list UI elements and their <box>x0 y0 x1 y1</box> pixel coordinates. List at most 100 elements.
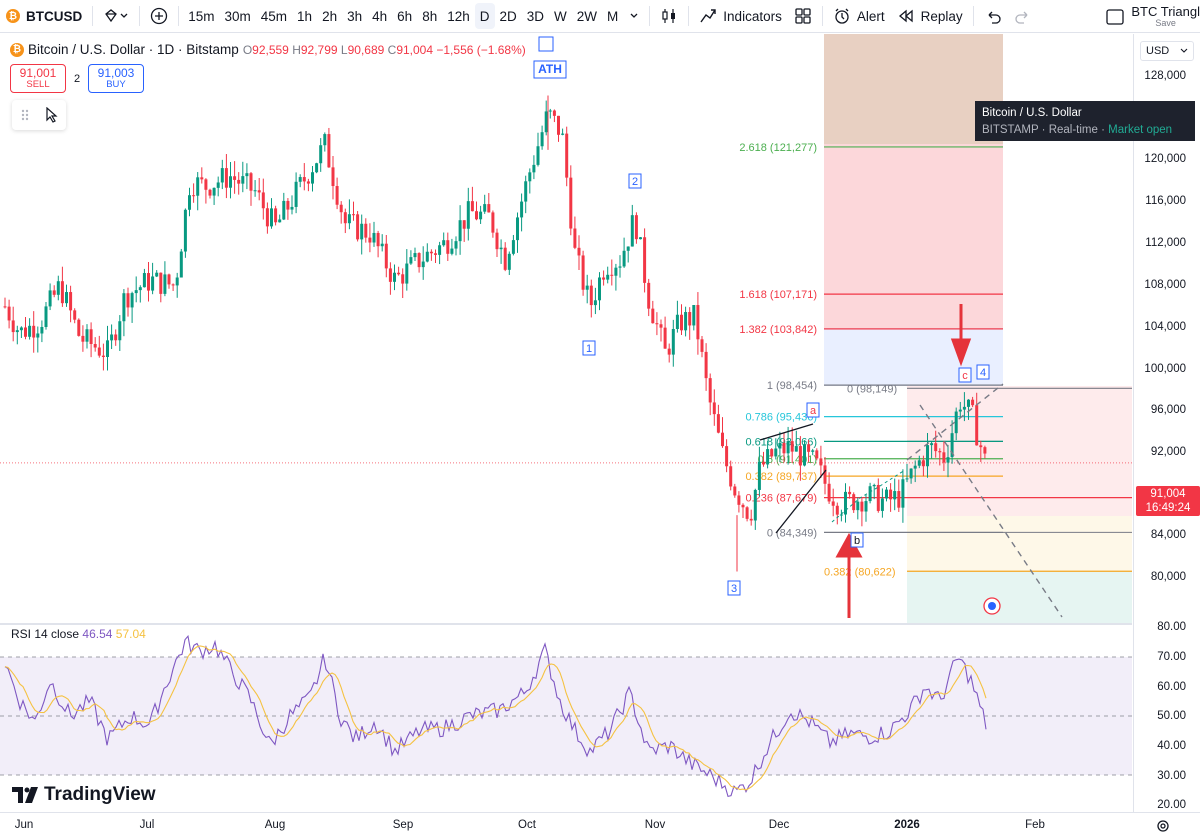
candle-body <box>872 484 876 487</box>
candle-body <box>241 176 245 184</box>
candle-body <box>229 176 232 188</box>
candle-body <box>581 255 585 290</box>
layout-switcher[interactable]: BTC Triangl Save <box>1099 0 1200 33</box>
candle-body <box>208 189 212 196</box>
rsi-tick-label: 60.00 <box>1157 681 1186 693</box>
fib-level-label: 1.382 (103,842) <box>739 324 817 336</box>
candle-body <box>335 186 339 205</box>
arrow-up-icon <box>835 532 863 618</box>
interval-15m[interactable]: 15m <box>188 8 215 24</box>
chevron-down-icon <box>1180 48 1188 53</box>
interval-45m[interactable]: 45m <box>260 8 288 24</box>
candle-body <box>589 285 593 306</box>
interval-4h[interactable]: 4h <box>372 8 388 24</box>
interval-2d[interactable]: 2D <box>499 8 517 24</box>
interval-m[interactable]: M <box>607 8 619 24</box>
indicators-button[interactable]: Indicators <box>693 0 788 33</box>
rsi-pane[interactable] <box>0 625 1132 812</box>
buy-button[interactable]: 91,003 BUY <box>88 64 144 93</box>
bitcoin-icon: ₿ <box>6 9 20 23</box>
candle-body <box>856 501 860 511</box>
candle-body <box>680 314 683 331</box>
dashed-upper-projection <box>906 383 1004 461</box>
pane-divider[interactable] <box>0 623 1132 625</box>
templates-button[interactable] <box>788 0 818 33</box>
candle-body <box>147 273 150 291</box>
time-axis[interactable]: Jun Jul Aug Sep Oct Nov Dec 2026 Feb <box>0 812 1200 839</box>
drawing-toolbar[interactable] <box>12 100 66 130</box>
alert-button[interactable]: Alert <box>827 0 891 33</box>
price-scale[interactable]: USD 128,000124,000120,000116,000112,0001… <box>1133 34 1200 812</box>
main-chart-pane[interactable]: 2.618 (121,277) 1.618 (107,171) 1.382 (103… <box>0 34 1132 624</box>
layout-checkbox[interactable] <box>1099 0 1131 33</box>
currency-selector[interactable]: USD <box>1140 41 1194 61</box>
candle-body <box>106 340 109 358</box>
candle-body <box>926 445 929 467</box>
chart-type-button[interactable] <box>654 0 684 33</box>
rsi-legend: RSI 14 close 46.54 57.04 <box>11 627 146 641</box>
grid-icon <box>795 8 811 24</box>
tradingview-logo[interactable]: TradingView <box>12 784 156 806</box>
compare-symbol-button[interactable] <box>144 0 174 33</box>
candle-body <box>606 274 610 280</box>
candle-body <box>831 501 835 506</box>
candle-body <box>282 200 286 220</box>
fib-zone-lower-yellow <box>907 516 1132 571</box>
candle-body <box>942 452 946 463</box>
candle-body <box>491 212 495 233</box>
interval-30m[interactable]: 30m <box>224 8 251 24</box>
interval-2w[interactable]: 2W <box>576 8 598 24</box>
time-label: Aug <box>264 819 286 831</box>
sell-button[interactable]: 91,001 SELL <box>10 64 66 93</box>
symbol-search-button[interactable]: ₿ BTCUSD <box>0 0 88 33</box>
candle-body <box>331 167 335 187</box>
interval-3h[interactable]: 3h <box>347 8 363 24</box>
candle-body <box>220 168 224 183</box>
candle-body <box>274 208 278 223</box>
candle-body <box>540 132 544 147</box>
layout-save-label[interactable]: Save <box>1155 18 1176 28</box>
candle-body <box>569 177 573 229</box>
candle-body <box>716 414 720 433</box>
candle-body <box>614 267 618 276</box>
candle-body <box>897 491 901 508</box>
interval-2h[interactable]: 2h <box>322 8 338 24</box>
interval-6h[interactable]: 6h <box>397 8 413 24</box>
price-tick-label: 84,000 <box>1150 529 1186 541</box>
price-tick-label: 128,000 <box>1144 70 1186 82</box>
time-label: 2026 <box>894 819 920 831</box>
candle-body <box>786 441 790 454</box>
price-chart-canvas[interactable]: 2.618 (121,277) 1.618 (107,171) 1.382 (103… <box>0 34 1132 624</box>
undo-button[interactable] <box>978 0 1008 33</box>
redo-button[interactable] <box>1008 0 1038 33</box>
interval-12h[interactable]: 12h <box>447 8 470 24</box>
candle-body <box>618 266 622 268</box>
candle-body <box>762 461 765 465</box>
candle-body <box>893 491 897 500</box>
rsi-canvas[interactable] <box>0 625 1132 812</box>
drag-handle-icon[interactable] <box>20 108 30 122</box>
candle-body <box>376 232 380 247</box>
interval-1h[interactable]: 1h <box>297 8 313 24</box>
undo-icon <box>988 11 1001 24</box>
candle-body <box>835 505 839 515</box>
candle-body <box>979 445 983 448</box>
interval-3d[interactable]: 3D <box>526 8 545 24</box>
interval-dropdown[interactable] <box>623 0 645 33</box>
currency-label: USD <box>1146 45 1170 57</box>
interval-d[interactable]: D <box>474 3 495 29</box>
settings-gear-icon[interactable] <box>1155 818 1171 834</box>
interval-8h[interactable]: 8h <box>422 8 438 24</box>
replay-button[interactable]: Replay <box>891 0 969 33</box>
toolbar-divider <box>92 6 94 26</box>
candle-body <box>224 168 228 188</box>
fib-zone-top <box>824 34 1003 144</box>
cursor-arrow-icon[interactable] <box>45 107 59 123</box>
symbol-type-dropdown[interactable] <box>97 0 135 33</box>
candle-body <box>848 491 852 495</box>
candle-body <box>286 200 290 210</box>
interval-w[interactable]: W <box>554 8 567 24</box>
candle-body <box>852 494 856 511</box>
candle-body <box>257 190 261 193</box>
candle-body <box>388 268 392 282</box>
